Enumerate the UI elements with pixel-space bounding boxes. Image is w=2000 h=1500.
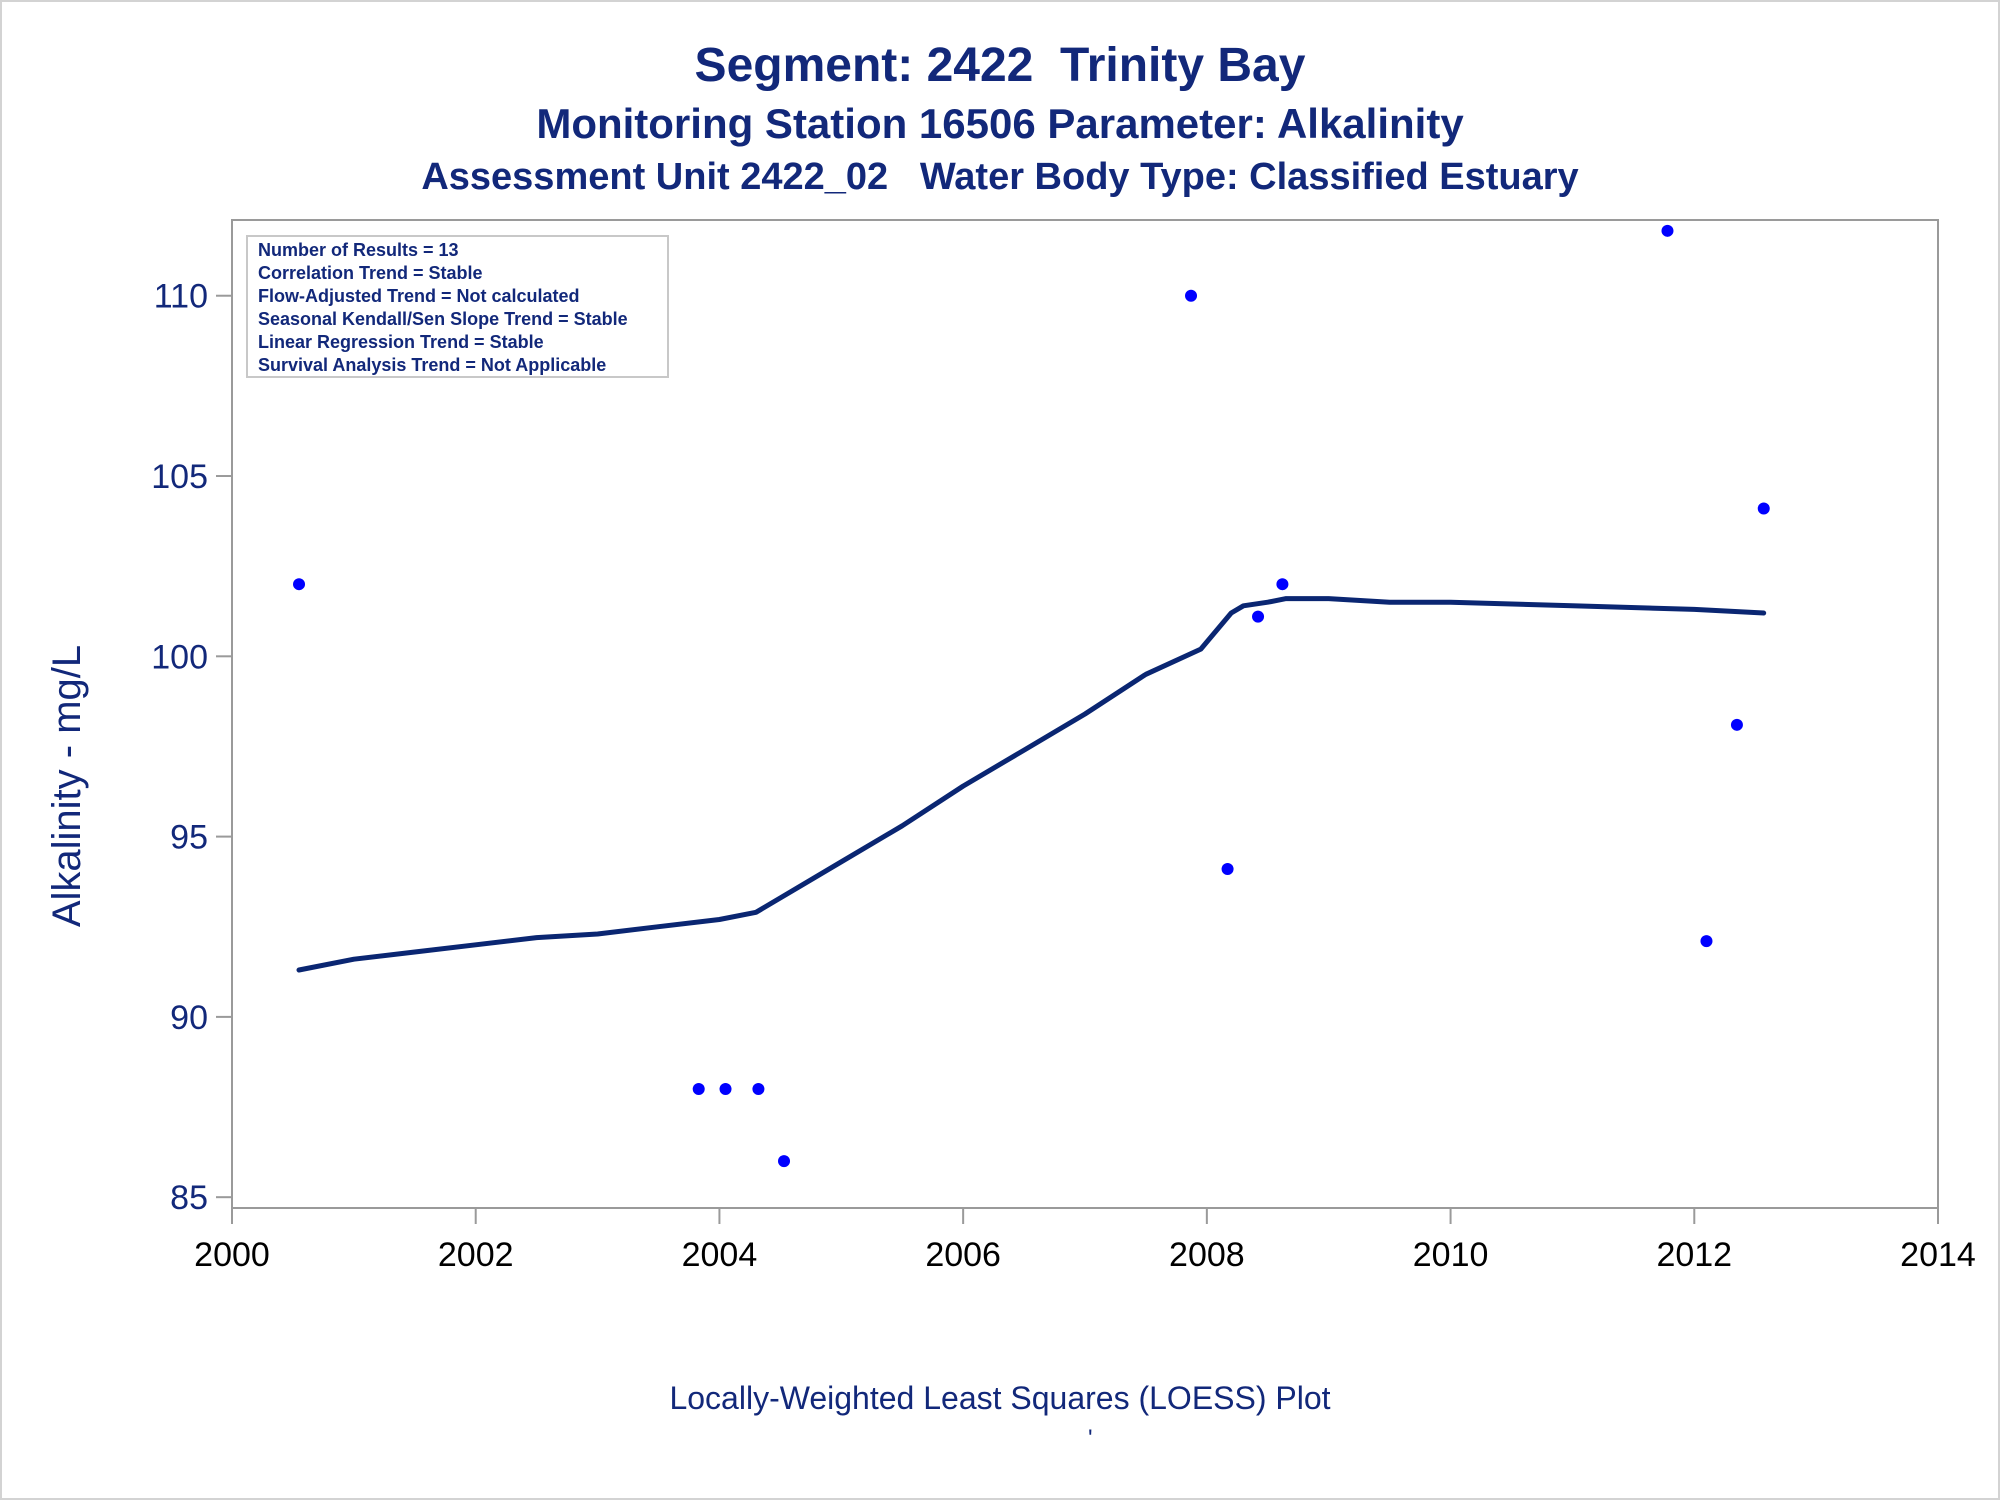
stats-box: Number of Results = 13 Correlation Trend… — [246, 235, 669, 378]
chart-subtitle-assessment: Assessment Unit 2422_02 Water Body Type:… — [421, 156, 1579, 198]
x-axis: 2000 2002 2004 2006 2008 2010 2012 2014 — [194, 1208, 1976, 1274]
loess-line — [296, 596, 1767, 973]
y-tick-label: 110 — [154, 278, 208, 316]
data-points — [293, 224, 1770, 1168]
footnote-mark: ' — [1088, 1425, 1093, 1452]
data-point — [719, 1083, 732, 1096]
stats-number-of-results: Number of Results = 13 — [258, 240, 459, 260]
x-tick-label: 2006 — [925, 1236, 1001, 1274]
data-point — [1757, 502, 1770, 515]
chart-footnote: Locally-Weighted Least Squares (LOESS) P… — [669, 1380, 1331, 1416]
x-tick-label: 2004 — [682, 1236, 758, 1274]
data-point — [1700, 935, 1713, 948]
data-point — [1221, 863, 1234, 876]
data-point — [692, 1083, 705, 1096]
plot-border — [231, 219, 1939, 1209]
x-tick-label: 2014 — [1900, 1236, 1976, 1274]
stats-survival-analysis-trend: Survival Analysis Trend = Not Applicable — [258, 355, 606, 375]
x-tick-label: 2000 — [194, 1236, 270, 1274]
y-tick-label: 90 — [170, 999, 208, 1037]
y-tick-label: 100 — [151, 638, 208, 676]
data-point — [752, 1083, 765, 1096]
chart-subtitle-station: Monitoring Station 16506 Parameter: Alka… — [536, 100, 1464, 147]
data-point — [1730, 718, 1743, 731]
x-tick-label: 2010 — [1413, 1236, 1489, 1274]
data-point — [293, 578, 306, 591]
data-point — [1185, 289, 1198, 302]
y-tick-label: 105 — [151, 458, 208, 496]
stats-correlation-trend: Correlation Trend = Stable — [258, 263, 483, 283]
y-tick-label: 85 — [170, 1179, 208, 1217]
stats-seasonal-kendall-trend: Seasonal Kendall/Sen Slope Trend = Stabl… — [258, 309, 628, 329]
data-point — [1661, 224, 1674, 237]
y-tick-label: 95 — [170, 819, 208, 857]
stats-linear-regression-trend: Linear Regression Trend = Stable — [258, 332, 544, 352]
data-point — [778, 1155, 791, 1168]
data-point — [1276, 578, 1289, 591]
y-axis-label: Alkalinity - mg/L — [45, 645, 89, 927]
stats-flow-adjusted-trend: Flow-Adjusted Trend = Not calculated — [258, 286, 580, 306]
y-axis: 85 90 95 100 105 110 — [151, 278, 232, 1217]
x-tick-label: 2012 — [1656, 1236, 1732, 1274]
x-tick-label: 2008 — [1169, 1236, 1245, 1274]
stats-box-frame — [246, 235, 669, 378]
x-tick-label: 2002 — [438, 1236, 514, 1274]
chart-title: Segment: 2422 Trinity Bay — [694, 39, 1306, 92]
data-point — [1252, 610, 1265, 623]
